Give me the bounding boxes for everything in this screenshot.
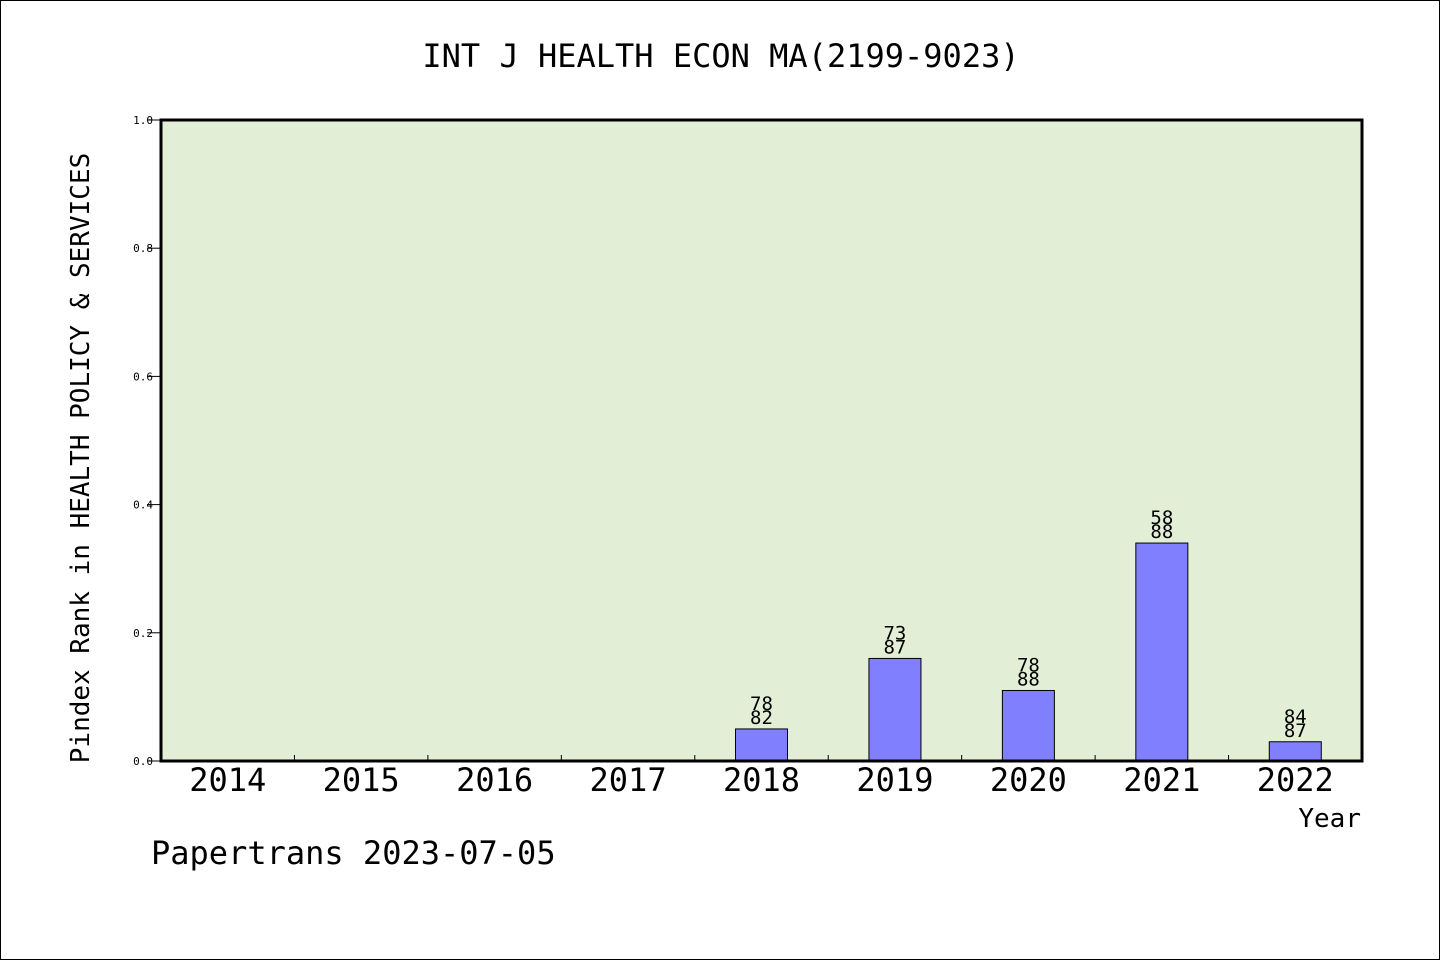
bar-label-bottom: 87	[1284, 720, 1307, 742]
x-axis-label: Year	[1298, 804, 1361, 834]
chart-title: INT J HEALTH ECON MA(2199-9023)	[422, 37, 1019, 75]
bar-label-bottom: 82	[750, 707, 773, 729]
bar-2022	[1268, 741, 1322, 762]
bar-label-top: 58	[1150, 507, 1173, 529]
y-tick-label: 0.8	[133, 242, 153, 255]
bar-label-bottom: 87	[883, 636, 906, 658]
bar-label-top: 73	[883, 622, 906, 644]
bar-label-top: 78	[750, 693, 773, 715]
bar-label-bottom: 88	[1150, 521, 1173, 543]
bar-2020	[1001, 689, 1055, 762]
bar-label-top: 84	[1284, 706, 1307, 728]
x-tick-label: 2019	[856, 761, 933, 799]
x-tick-label: 2022	[1257, 761, 1334, 799]
bar-label-bottom: 88	[1017, 668, 1040, 690]
x-tick-label: 2021	[1123, 761, 1200, 799]
y-tick-label: 0.6	[133, 370, 153, 383]
y-tick-label: 0.0	[133, 755, 153, 768]
y-tick-label: 1.0	[133, 114, 153, 127]
y-axis-label: Pindex Rank in HEALTH POLICY & SERVICES	[66, 153, 96, 763]
y-tick-label: 0.2	[133, 627, 153, 640]
x-tick-label: 2014	[189, 761, 266, 799]
x-tick-label: 2017	[590, 761, 667, 799]
bar-2019	[868, 657, 922, 762]
x-tick-label: 2018	[723, 761, 800, 799]
plot-frame	[159, 118, 1364, 763]
bar-2018	[735, 728, 788, 762]
x-tick-label: 2020	[990, 761, 1067, 799]
y-tick-label: 0.4	[133, 499, 153, 512]
bar-2021	[1135, 542, 1189, 762]
footer-credit: Papertrans 2023-07-05	[151, 834, 556, 872]
bar-label-top: 78	[1017, 654, 1040, 676]
x-tick-label: 2015	[323, 761, 400, 799]
x-tick-label: 2016	[456, 761, 533, 799]
